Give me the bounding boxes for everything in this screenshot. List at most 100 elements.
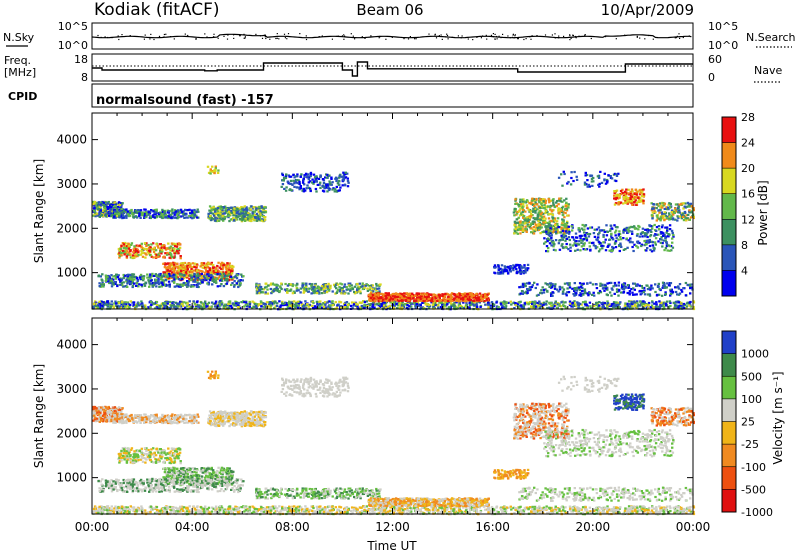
echo-cell [523,302,526,305]
echo-cell [484,303,487,306]
echo-cell [175,285,178,288]
echo-cell [152,256,155,259]
echo-cell [214,216,217,219]
echo-cell [322,305,326,308]
echo-cell [174,301,178,304]
echo-cell [399,297,402,300]
echo-cell [145,214,148,217]
echo-cell [500,264,504,267]
echo-cell [132,301,136,304]
echo-cell [284,175,288,178]
echo-cell [120,281,123,284]
echo-cell [238,307,242,310]
nsearch-point [530,38,532,40]
echo-cell [216,207,220,210]
echo-cell [240,301,243,304]
echo-cell [123,250,126,253]
echo-cell [161,283,165,286]
echo-cell [170,254,173,257]
nsearch-point [494,38,496,40]
echo-cell [588,301,592,304]
echo-cell [269,301,272,304]
echo-cell [151,215,154,218]
echo-cell [364,284,367,287]
echo-cell [110,285,114,288]
echo-cell [152,250,156,254]
echo-cell [163,284,166,287]
echo-cell [93,300,97,303]
echo-cell [224,264,227,267]
echo-cell [209,211,213,214]
echo-cell [568,300,572,303]
echo-cell [427,306,431,309]
echo-cell [561,200,564,203]
echo-cell [433,299,437,302]
echo-cell [145,242,148,245]
echo-cell [329,306,332,309]
echo-cell [154,208,157,212]
nsearch-point [143,38,145,40]
echo-cell [220,277,223,280]
echo-cell [227,279,231,282]
echo-cell [211,212,214,215]
echo-cell [345,286,348,289]
echo-cell [105,201,108,204]
echo-cell [532,216,535,220]
echo-cell [253,303,257,306]
echo-cell [257,214,260,217]
echo-cell [423,298,426,301]
echo-cell [414,302,417,305]
echo-cell [640,304,643,307]
echo-cell [199,273,202,276]
echo-cell [171,208,174,211]
echo-cell [437,294,441,297]
echo-cell [314,306,317,309]
echo-cell [273,287,277,291]
echo-cell [150,275,154,278]
echo-cell [371,290,374,293]
nsearch-point [517,38,519,40]
echo-cell [222,206,226,209]
echo-cell [375,284,378,287]
echo-cell [190,209,194,212]
echo-cell [233,284,236,287]
nsearch-point [227,34,229,36]
echo-cell [96,206,99,209]
echo-cell [212,206,215,209]
echo-cell [257,216,260,219]
nave-tick-bottom: 0 [708,71,715,84]
echo-cell [677,301,681,304]
echo-cell [92,305,95,308]
echo-cell [175,252,178,255]
echo-cell [299,175,302,178]
echo-cell [326,285,329,288]
echo-cell [226,207,229,210]
echo-cell [548,306,551,309]
echo-cell [544,211,547,215]
echo-cell [431,303,435,306]
nsearch-point [343,38,345,40]
echo-cell [420,295,423,298]
echo-cell [296,179,299,182]
echo-cell [406,307,409,310]
echo-cell [541,217,544,220]
echo-cell [525,301,529,304]
echo-cell [633,300,636,303]
echo-cell [159,243,162,246]
echo-cell [196,272,200,275]
echo-cell [368,288,371,291]
echo-cell [617,305,620,308]
echo-cell [604,307,607,310]
echo-cell [220,279,223,282]
echo-cell [536,227,540,230]
echo-cell [137,251,140,254]
echo-cell [380,303,383,306]
echo-cell [168,253,171,256]
echo-cell [175,250,179,253]
echo-cell [315,287,318,290]
echo-cell [475,305,479,308]
echo-cell [135,304,138,307]
echo-cell [144,281,147,284]
echo-cell [366,287,369,290]
echo-cell [92,214,95,217]
